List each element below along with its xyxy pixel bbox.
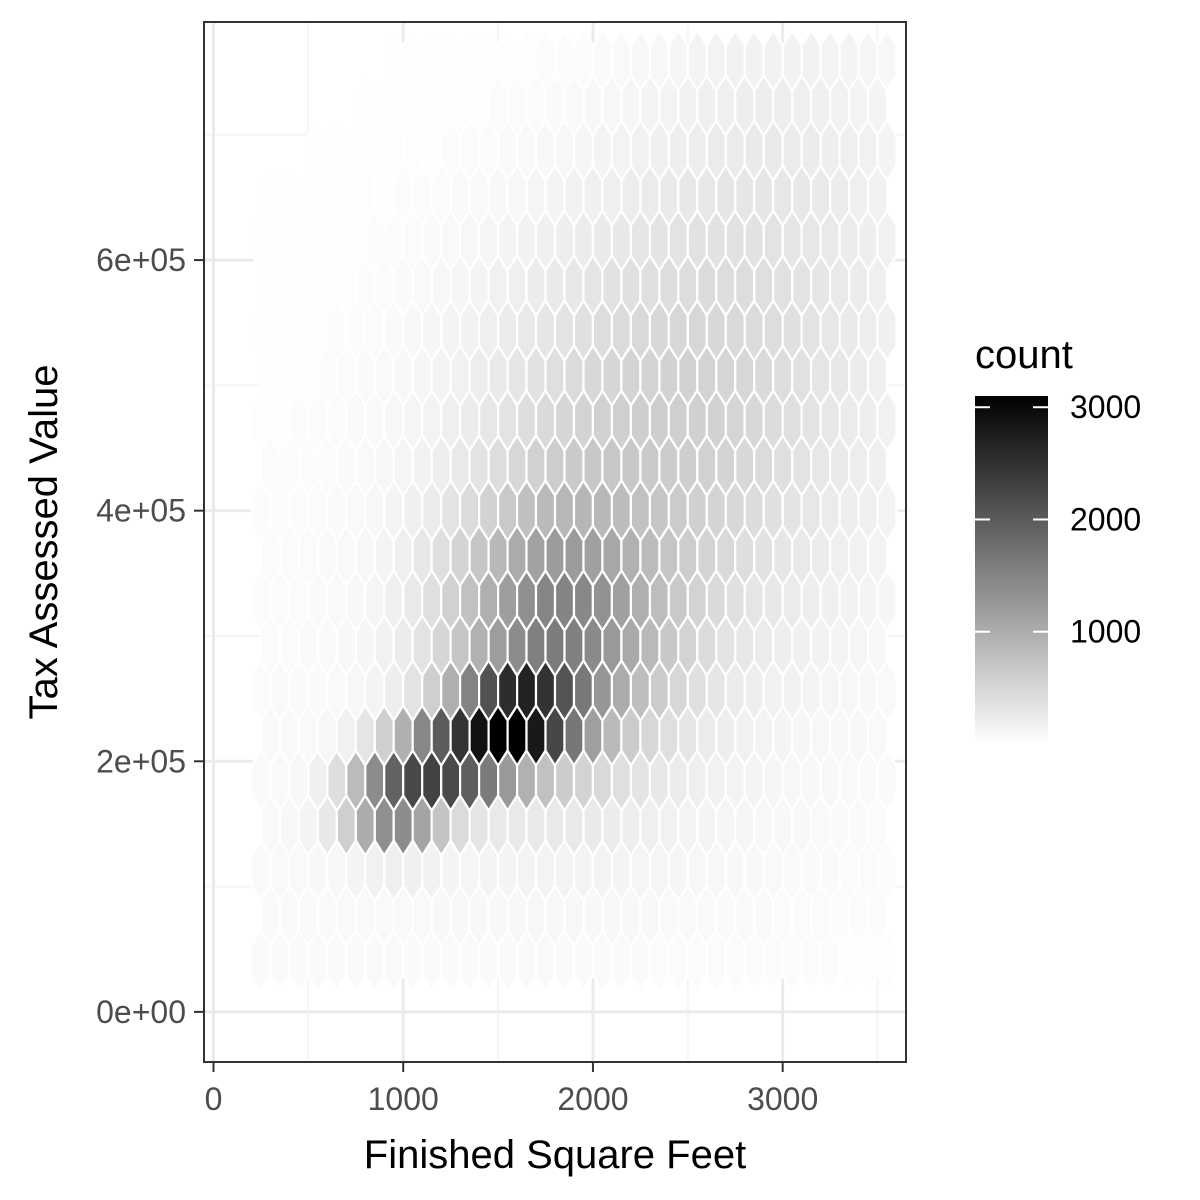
x-tick-label: 2000 bbox=[557, 1081, 628, 1117]
hex-cell bbox=[478, 28, 500, 93]
hex-cell bbox=[440, 28, 462, 93]
hex-cell bbox=[648, 28, 670, 93]
hex-cell bbox=[743, 28, 765, 93]
hex-cell bbox=[497, 28, 519, 93]
x-tick-label: 3000 bbox=[747, 1081, 818, 1117]
panel-border bbox=[203, 21, 907, 1063]
hex-cell bbox=[857, 28, 879, 93]
hexbin-cells bbox=[250, 28, 898, 993]
hex-cell bbox=[326, 118, 348, 183]
y-axis-title: Tax Assessed Value bbox=[22, 364, 66, 719]
hex-cell bbox=[724, 28, 746, 93]
axes: 0 1000 2000 3000 0e+00 2e+05 4e+05 6e+05 bbox=[96, 242, 818, 1117]
y-tick-label: 4e+05 bbox=[96, 493, 186, 529]
hex-cell bbox=[838, 28, 860, 93]
hex-cell bbox=[259, 163, 281, 228]
y-tick-label: 0e+00 bbox=[96, 994, 186, 1030]
legend-title: count bbox=[975, 333, 1073, 377]
hex-cell bbox=[383, 28, 405, 93]
x-axis-title: Finished Square Feet bbox=[364, 1133, 746, 1177]
x-tick-label: 1000 bbox=[368, 1081, 439, 1117]
hex-cell bbox=[278, 163, 300, 228]
hex-cell bbox=[402, 28, 424, 93]
hex-cell bbox=[459, 28, 481, 93]
y-tick-label: 6e+05 bbox=[96, 242, 186, 278]
hex-cell bbox=[667, 28, 689, 93]
hex-cell bbox=[629, 28, 652, 93]
y-tick-label: 2e+05 bbox=[96, 743, 186, 779]
hex-cell bbox=[819, 28, 841, 93]
hex-cell bbox=[800, 28, 822, 93]
legend-label: 2000 bbox=[1070, 501, 1141, 537]
legend-label: 1000 bbox=[1070, 614, 1141, 650]
hex-cell bbox=[762, 28, 784, 93]
hex-cell bbox=[534, 28, 557, 93]
hex-cell bbox=[876, 28, 898, 93]
legend-colorbar bbox=[975, 396, 1048, 744]
hex-cell bbox=[307, 118, 329, 183]
hex-cell bbox=[553, 28, 576, 93]
hex-cell bbox=[572, 28, 595, 93]
legend: count 1000 2000 3000 bbox=[975, 333, 1141, 744]
legend-ticks: 1000 2000 3000 bbox=[975, 389, 1141, 650]
legend-label: 3000 bbox=[1070, 389, 1141, 425]
hex-cell bbox=[610, 28, 633, 93]
x-tick-label: 0 bbox=[205, 1081, 223, 1117]
hex-cell bbox=[781, 28, 803, 93]
hex-cell bbox=[591, 28, 614, 93]
hex-cell bbox=[686, 28, 708, 93]
hex-cell bbox=[515, 28, 538, 93]
hex-cell bbox=[705, 28, 727, 93]
hex-cell bbox=[354, 73, 376, 138]
hex-cell bbox=[421, 28, 443, 93]
